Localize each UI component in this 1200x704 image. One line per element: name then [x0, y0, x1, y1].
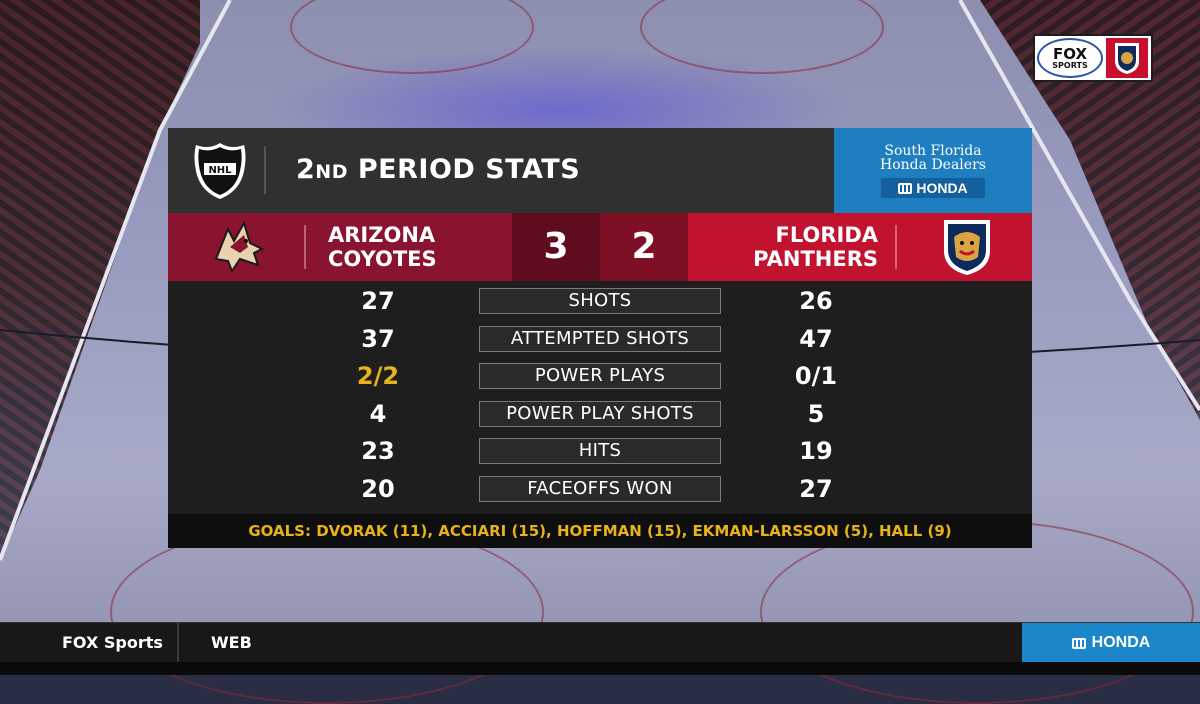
table-row: 37 ATTEMPTED SHOTS 47 — [168, 321, 1032, 359]
sponsor-block: South Florida Honda Dealers HONDA — [834, 128, 1032, 213]
score-band: ARIZONA COYOTES 3 2 FLORIDA PANTHERS — [168, 213, 1032, 281]
away-team-name: ARIZONA COYOTES — [328, 223, 437, 271]
table-row: 2/2 POWER PLAYS 0/1 — [168, 358, 1032, 396]
away-divider — [304, 225, 306, 269]
panthers-logo-icon — [944, 220, 990, 275]
panel-header: NHL 2ND PERIOD STATS — [168, 128, 834, 213]
away-team-nickname: COYOTES — [328, 247, 437, 271]
away-team-city: ARIZONA — [328, 223, 436, 247]
away-stat-value: 2/2 — [356, 362, 400, 390]
bottom-strip — [0, 662, 1200, 675]
title-ordinal: ND — [315, 161, 348, 183]
fox-sports-logo: FOX SPORTS — [1037, 38, 1103, 78]
stat-label: POWER PLAYS — [479, 363, 721, 389]
home-stat-value: 26 — [799, 287, 833, 315]
ticker-sponsor: HONDA — [1022, 623, 1200, 663]
network-bug: FOX SPORTS — [1033, 34, 1153, 82]
panthers-bug-icon — [1106, 38, 1148, 78]
home-stat-value: 27 — [799, 474, 833, 503]
table-row: 27 SHOTS 26 — [168, 283, 1032, 321]
period-stats-panel: NHL 2ND PERIOD STATS South Florida Honda… — [168, 128, 1032, 548]
away-stat-value: 27 — [361, 287, 395, 315]
stat-label: HITS — [479, 438, 721, 464]
nhl-shield-icon: NHL — [194, 143, 246, 199]
goals-scorers: GOALS: DVORAK (11), ACCIARI (15), HOFFMA… — [168, 514, 1032, 548]
title-number: 2 — [296, 154, 316, 185]
coyotes-logo-icon — [214, 220, 265, 274]
away-stat-value: 20 — [361, 474, 395, 503]
away-score: 3 — [543, 226, 569, 267]
table-row: 4 POWER PLAY SHOTS 5 — [168, 396, 1032, 434]
fox-logo-text: FOX — [1052, 44, 1088, 63]
svg-text:NHL: NHL — [208, 165, 232, 176]
bottom-ticker: FOX Sports WEB HONDA — [0, 622, 1200, 663]
ticker-sponsor-text: HONDA — [1091, 634, 1151, 651]
home-stat-value: 0/1 — [794, 362, 838, 390]
stat-label: ATTEMPTED SHOTS — [479, 325, 721, 352]
away-stat-value: 23 — [361, 437, 395, 465]
ticker-section: WEB — [211, 633, 252, 652]
stat-label: SHOTS — [479, 288, 721, 314]
table-row: 20 FACEOFFS WON 27 — [168, 471, 1032, 509]
ticker-separator — [177, 623, 179, 663]
honda-h-icon — [1071, 637, 1086, 649]
home-team-nickname: PANTHERS — [753, 247, 878, 271]
header-divider — [264, 146, 266, 194]
away-stat-value: 4 — [369, 399, 387, 428]
away-stat-value: 37 — [361, 324, 395, 353]
home-stat-value: 47 — [799, 324, 833, 353]
sponsor-line1: South Florida — [884, 143, 982, 159]
sports-logo-text: SPORTS — [1052, 60, 1088, 70]
table-row: 23 HITS 19 — [168, 433, 1032, 471]
home-stat-value: 5 — [807, 399, 825, 428]
home-score-block — [600, 213, 688, 281]
home-team-name: FLORIDA PANTHERS — [753, 223, 878, 271]
home-divider — [895, 225, 897, 269]
title-text: PERIOD STATS — [357, 154, 581, 185]
home-team-city: FLORIDA — [775, 223, 879, 247]
honda-h-icon — [898, 182, 913, 194]
stats-table: 27 SHOTS 26 37 ATTEMPTED SHOTS 47 2/2 POWER PLA… — [168, 281, 1032, 514]
ticker-network: FOX Sports — [62, 633, 163, 652]
stat-label: FACEOFFS WON — [479, 475, 721, 502]
away-score-block — [512, 213, 600, 281]
home-stat-value: 19 — [799, 437, 833, 465]
honda-brand-text: HONDA — [916, 180, 968, 196]
page-title: 2ND PERIOD STATS — [296, 154, 580, 185]
honda-logo: HONDA — [881, 178, 985, 198]
stat-label: POWER PLAY SHOTS — [479, 400, 721, 427]
home-score: 2 — [631, 226, 657, 267]
sponsor-line2: Honda Dealers — [880, 157, 986, 173]
